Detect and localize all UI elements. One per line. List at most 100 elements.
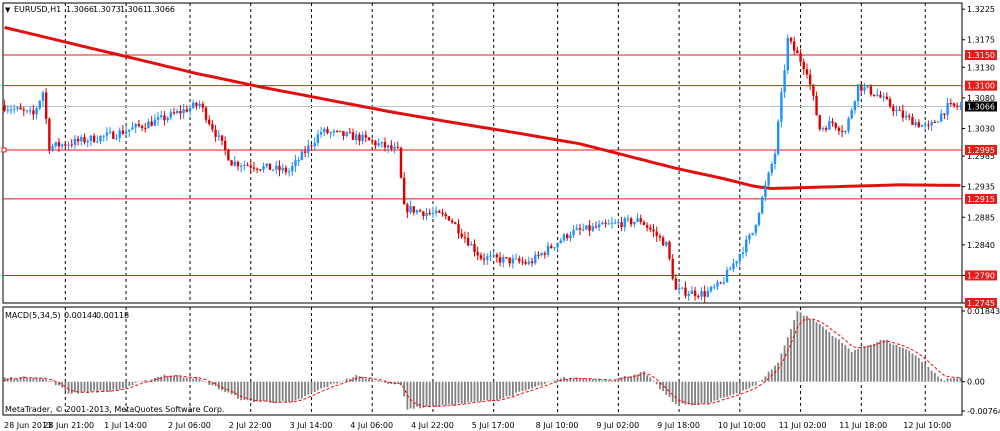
candle-body	[892, 106, 895, 112]
macd-histogram-bar	[537, 381, 540, 386]
candle-body	[44, 92, 48, 119]
macd-histogram-bar	[460, 381, 463, 404]
macd-histogram-bar	[227, 381, 230, 393]
candle-body	[198, 103, 201, 106]
macd-histogram-bar	[422, 381, 425, 408]
candle-body	[131, 127, 134, 130]
macd-axis-label: 0.01843	[967, 307, 1000, 316]
candle-body	[12, 108, 16, 110]
candle-body	[604, 222, 607, 224]
candle-body	[524, 262, 527, 264]
candle-body	[54, 142, 57, 147]
candle-body	[444, 214, 447, 217]
macd-histogram-bar	[121, 381, 124, 388]
candle-body	[767, 172, 770, 186]
price-axis-label: 1.3080	[967, 94, 995, 103]
macd-histogram-bar	[115, 381, 118, 390]
macd-histogram-bar	[358, 376, 361, 382]
candle-body	[243, 164, 246, 166]
macd-histogram-bar	[748, 381, 751, 389]
candle-body	[780, 92, 783, 122]
macd-histogram-bar	[543, 381, 546, 384]
macd-histogram-bar	[828, 332, 831, 382]
macd-histogram-bar	[716, 381, 719, 401]
candle-body	[770, 163, 773, 173]
macd-histogram-bar	[182, 377, 185, 382]
candle-body	[431, 213, 435, 215]
macd-histogram-bar	[540, 381, 543, 386]
macd-histogram-bar	[137, 381, 140, 383]
macd-histogram-bar	[409, 381, 412, 409]
candle-body	[543, 253, 547, 255]
candle-body	[457, 224, 460, 234]
macd-histogram-bar	[307, 381, 310, 395]
price-axis-label: 1.3130	[967, 63, 995, 72]
candle-body	[613, 222, 617, 224]
macd-histogram-bar	[275, 381, 278, 404]
macd-histogram-bar	[566, 378, 569, 382]
candle-body	[239, 165, 243, 167]
candle-body	[722, 282, 726, 284]
candle-body	[713, 286, 716, 288]
candle-body	[137, 124, 141, 126]
candle-body	[211, 124, 214, 130]
candle-body	[156, 117, 160, 120]
time-axis-label: 28 Jun 2013	[4, 421, 52, 430]
macd-histogram-bar	[722, 381, 725, 398]
candle-body	[812, 84, 815, 96]
candle-body	[463, 237, 467, 239]
candle-body	[233, 161, 236, 166]
candle-body	[821, 128, 825, 130]
macd-histogram-bar	[157, 376, 159, 382]
macd-histogram-bar	[486, 381, 489, 400]
macd-histogram-bar	[959, 377, 962, 382]
candle-body	[863, 87, 866, 91]
candle-body	[527, 261, 531, 264]
macd-axis-label: -0.00764	[967, 407, 1000, 416]
candle-body	[249, 165, 252, 168]
macd-histogram-bar	[761, 379, 764, 382]
macd-histogram-bar	[54, 381, 57, 386]
candle-body	[681, 287, 684, 289]
candle-body	[729, 269, 732, 271]
candle-body	[335, 130, 339, 132]
candle-body	[850, 110, 853, 119]
candle-body	[940, 113, 943, 122]
macd-axis-label: 0.00	[967, 378, 985, 387]
candle-body	[588, 225, 591, 231]
macd-histogram-bar	[671, 381, 674, 403]
candle-body	[220, 135, 224, 141]
candle-body	[332, 130, 336, 133]
macd-histogram-bar	[304, 381, 306, 397]
macd-histogram-bar	[917, 357, 920, 382]
macd-histogram-bar	[288, 381, 291, 402]
macd-histogram-bar	[45, 379, 48, 382]
macd-histogram-bar	[221, 381, 223, 391]
macd-histogram-bar	[211, 381, 214, 386]
candle-body	[597, 224, 601, 228]
macd-histogram-bar	[336, 381, 338, 384]
macd-histogram-bar	[192, 378, 195, 382]
candle-body	[917, 122, 921, 127]
candle-body	[278, 165, 281, 171]
macd-histogram-bar	[780, 353, 783, 382]
candle-body	[911, 117, 914, 126]
candle-body	[799, 53, 802, 62]
candle-body	[86, 140, 89, 143]
candle-body	[217, 135, 220, 137]
candle-body	[661, 237, 665, 246]
macd-histogram-bar	[262, 381, 265, 402]
macd-histogram-bar	[674, 381, 677, 404]
macd-value: 0.00144	[64, 311, 97, 320]
candle-body	[636, 218, 639, 222]
candle-body	[933, 122, 937, 124]
macd-histogram-bar	[26, 378, 28, 382]
candle-body	[425, 212, 428, 216]
candle-body	[466, 238, 470, 246]
candle-body	[128, 129, 131, 132]
macd-histogram-bar	[511, 381, 514, 396]
candle-body	[470, 243, 473, 246]
candle-body	[732, 263, 735, 270]
